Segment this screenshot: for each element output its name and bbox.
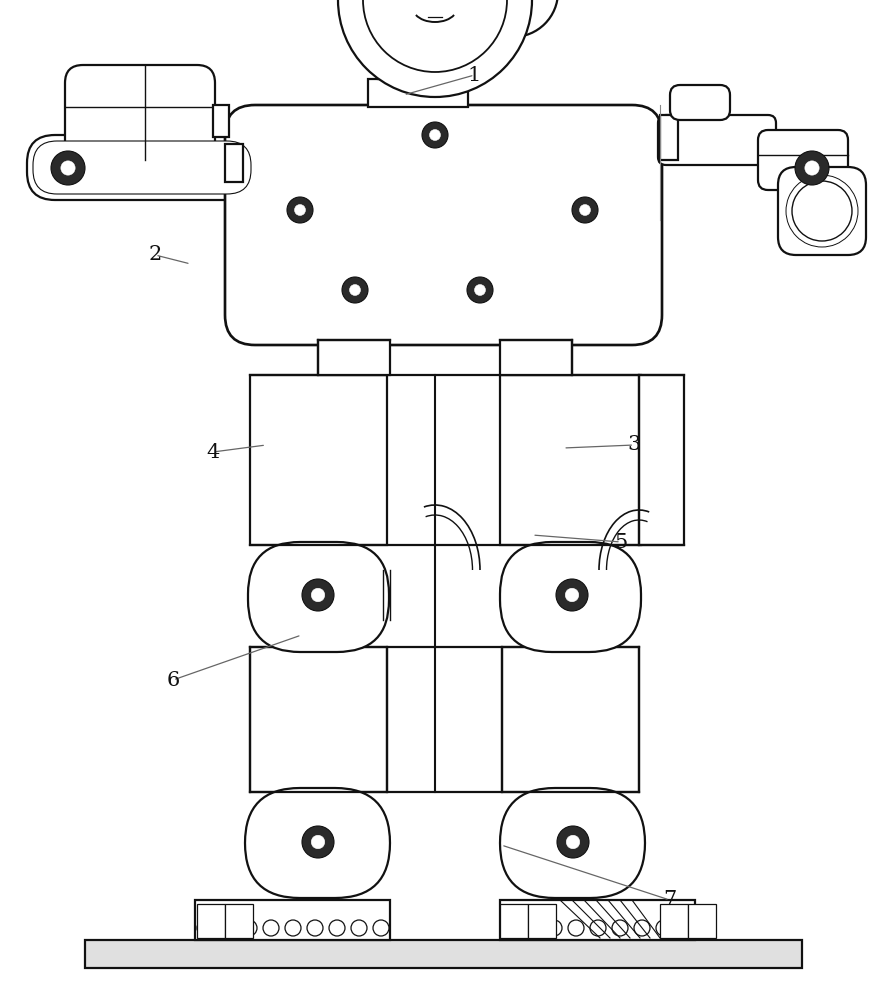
Bar xyxy=(377,67,408,79)
Circle shape xyxy=(311,835,324,849)
Bar xyxy=(659,115,677,160)
Circle shape xyxy=(429,130,440,140)
Circle shape xyxy=(338,0,532,97)
Circle shape xyxy=(197,920,213,936)
Circle shape xyxy=(373,920,389,936)
Text: 6: 6 xyxy=(167,670,179,690)
FancyBboxPatch shape xyxy=(225,105,661,345)
Text: 1: 1 xyxy=(467,66,481,85)
Bar xyxy=(501,647,638,792)
Circle shape xyxy=(677,920,693,936)
Circle shape xyxy=(794,151,828,185)
FancyBboxPatch shape xyxy=(669,85,729,120)
Circle shape xyxy=(241,920,257,936)
Bar xyxy=(197,904,225,938)
Bar xyxy=(430,67,460,79)
Bar xyxy=(250,647,386,792)
Bar xyxy=(500,904,527,938)
Circle shape xyxy=(565,835,579,849)
Circle shape xyxy=(422,122,447,148)
Circle shape xyxy=(579,205,590,215)
Bar xyxy=(368,79,468,107)
FancyBboxPatch shape xyxy=(657,115,775,165)
Circle shape xyxy=(287,197,313,223)
Circle shape xyxy=(362,0,507,72)
Bar xyxy=(195,900,390,940)
Bar xyxy=(500,900,695,940)
Bar xyxy=(85,940,801,968)
FancyBboxPatch shape xyxy=(248,542,389,652)
Circle shape xyxy=(556,826,588,858)
FancyBboxPatch shape xyxy=(777,167,865,255)
FancyBboxPatch shape xyxy=(65,65,214,160)
Bar xyxy=(659,904,688,938)
Circle shape xyxy=(311,588,324,602)
Circle shape xyxy=(294,205,305,215)
Circle shape xyxy=(804,161,818,175)
Circle shape xyxy=(468,0,557,37)
Circle shape xyxy=(546,920,562,936)
Bar xyxy=(500,340,571,375)
Circle shape xyxy=(301,579,334,611)
Bar xyxy=(688,904,715,938)
Circle shape xyxy=(564,588,578,602)
Bar xyxy=(225,904,253,938)
Bar xyxy=(500,375,641,545)
Circle shape xyxy=(219,920,235,936)
Circle shape xyxy=(301,826,334,858)
Circle shape xyxy=(284,920,300,936)
Text: 5: 5 xyxy=(614,532,626,552)
Circle shape xyxy=(349,285,360,295)
FancyBboxPatch shape xyxy=(758,130,847,190)
Circle shape xyxy=(656,920,672,936)
Bar xyxy=(527,904,556,938)
FancyBboxPatch shape xyxy=(500,788,644,898)
Bar xyxy=(225,144,243,182)
Circle shape xyxy=(342,277,368,303)
FancyBboxPatch shape xyxy=(500,542,641,652)
Circle shape xyxy=(466,277,493,303)
Circle shape xyxy=(567,920,583,936)
Circle shape xyxy=(51,151,85,185)
Circle shape xyxy=(589,920,605,936)
Text: 3: 3 xyxy=(626,436,641,454)
Bar xyxy=(638,375,683,545)
FancyBboxPatch shape xyxy=(33,141,251,194)
Circle shape xyxy=(351,920,367,936)
Circle shape xyxy=(611,920,627,936)
Bar xyxy=(213,105,229,137)
Circle shape xyxy=(61,161,75,175)
Circle shape xyxy=(633,920,649,936)
Circle shape xyxy=(571,197,597,223)
FancyBboxPatch shape xyxy=(245,788,390,898)
Circle shape xyxy=(556,579,587,611)
Text: 7: 7 xyxy=(663,890,675,910)
Bar xyxy=(385,32,455,67)
Circle shape xyxy=(263,920,279,936)
Circle shape xyxy=(524,920,540,936)
FancyBboxPatch shape xyxy=(27,135,257,200)
Bar xyxy=(318,340,390,375)
Text: 4: 4 xyxy=(206,442,219,462)
Circle shape xyxy=(307,920,323,936)
Bar xyxy=(250,375,386,545)
Circle shape xyxy=(474,285,485,295)
Text: 2: 2 xyxy=(149,245,161,264)
Circle shape xyxy=(329,920,345,936)
Circle shape xyxy=(501,920,517,936)
